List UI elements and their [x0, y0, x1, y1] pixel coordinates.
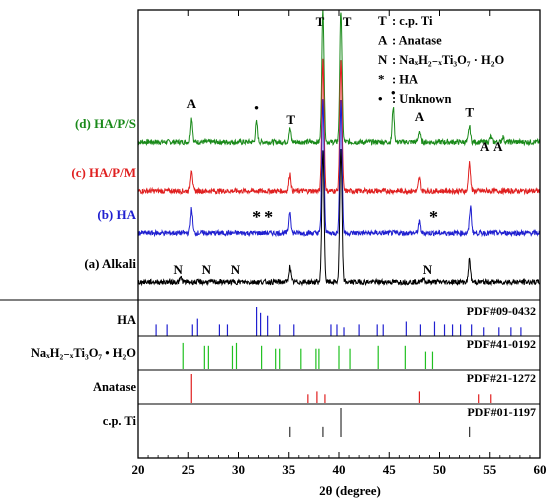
reference-label: Anatase: [93, 380, 137, 394]
peak-marker: N: [231, 262, 241, 277]
legend-text: : NaₓH₂₋ₓTi₃O₇ · H₂O: [392, 53, 504, 67]
peak-marker: T: [343, 14, 352, 29]
series-label-1: (c) HA/P/M: [71, 165, 136, 180]
legend-symbol: N: [378, 52, 388, 67]
series-label-3: (a) Alkali: [84, 256, 136, 271]
peak-marker: •: [254, 100, 259, 115]
x-axis-label: 2θ (degree): [319, 483, 381, 498]
pdf-card-label: PDF#09-0432: [467, 304, 536, 318]
x-tick-label: 60: [534, 462, 547, 477]
x-tick-label: 55: [483, 462, 497, 477]
peak-marker: *: [264, 207, 273, 227]
legend-text: : Anatase: [392, 34, 442, 48]
x-tick-label: 40: [333, 462, 346, 477]
peak-marker: N: [202, 262, 212, 277]
peak-marker: T: [316, 14, 325, 29]
peak-marker: •: [391, 85, 396, 100]
peak-marker: T: [465, 105, 474, 120]
legend-text: : Unknown: [392, 92, 451, 106]
peak-marker: A: [480, 139, 490, 154]
x-tick-label: 50: [433, 462, 446, 477]
diffraction-traces: [138, 10, 540, 287]
axes: 20 25 30 35 40 45 50 55 60: [0, 9, 547, 477]
x-tick-label: 20: [132, 462, 145, 477]
trace-2: [138, 99, 540, 238]
x-tick-label: 45: [383, 462, 397, 477]
trace-3: [138, 148, 540, 287]
trace-0: [138, 10, 540, 147]
pdf-card-label: PDF#01-1197: [467, 405, 536, 419]
legend: T : c.p. Ti A : Anatase N : NaₓH₂₋ₓTi₃O₇ · H₂…: [378, 13, 504, 106]
legend-text: : HA: [392, 73, 418, 87]
series-label-0: (d) HA/P/S: [75, 116, 136, 131]
x-tick-label: 30: [232, 462, 245, 477]
reference-label: c.p. Ti: [103, 414, 137, 428]
peak-marker: N: [423, 262, 433, 277]
pdf-card-label: PDF#41-0192: [467, 337, 536, 351]
peak-marker: *: [252, 207, 261, 227]
legend-symbol: A: [378, 33, 388, 48]
series-label-2: (b) HA: [97, 207, 136, 222]
peak-marker: A: [493, 139, 503, 154]
legend-text: : c.p. Ti: [392, 14, 433, 28]
reference-panels: PDF#09-0432 HA PDF#41-0192 NaₓH₂₋ₓTi₃O₇ • H…: [31, 304, 536, 437]
peak-marker: A: [187, 96, 197, 111]
x-tick-label: 25: [182, 462, 196, 477]
x-tick-label: 35: [282, 462, 296, 477]
reference-label: HA: [117, 313, 136, 327]
legend-symbol: T: [378, 13, 387, 28]
peak-marker: T: [286, 112, 295, 127]
peak-marker: *: [429, 207, 438, 227]
trace-1: [138, 58, 540, 196]
reference-label: NaₓH₂₋ₓTi₃O₇ • H₂O: [31, 346, 136, 360]
pdf-card-label: PDF#21-1272: [467, 371, 536, 385]
peak-marker: A: [415, 109, 425, 124]
legend-symbol: *: [378, 72, 385, 87]
peak-marker: N: [174, 262, 184, 277]
legend-symbol: •: [378, 91, 383, 106]
